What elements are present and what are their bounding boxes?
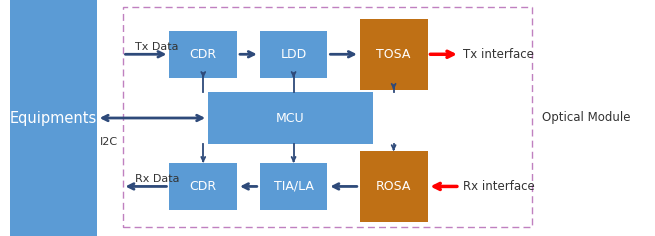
Text: Rx Data: Rx Data [136, 174, 180, 184]
Text: TOSA: TOSA [377, 48, 411, 61]
FancyBboxPatch shape [170, 163, 237, 210]
Text: MCU: MCU [276, 111, 305, 125]
Text: Equipments: Equipments [9, 110, 96, 126]
Text: Rx interface: Rx interface [463, 180, 534, 193]
FancyBboxPatch shape [259, 163, 328, 210]
FancyBboxPatch shape [259, 31, 328, 78]
Text: LDD: LDD [280, 48, 307, 61]
FancyBboxPatch shape [208, 92, 373, 144]
Text: CDR: CDR [190, 48, 217, 61]
Text: I2C: I2C [100, 137, 118, 147]
FancyBboxPatch shape [360, 151, 428, 222]
Text: CDR: CDR [190, 180, 217, 193]
FancyBboxPatch shape [360, 19, 428, 90]
FancyBboxPatch shape [10, 0, 97, 236]
Text: ROSA: ROSA [376, 180, 411, 193]
FancyBboxPatch shape [170, 31, 237, 78]
Text: TIA/LA: TIA/LA [274, 180, 314, 193]
Text: Optical Module: Optical Module [542, 111, 631, 125]
Text: Tx interface: Tx interface [463, 48, 534, 61]
Text: Tx Data: Tx Data [136, 42, 179, 52]
